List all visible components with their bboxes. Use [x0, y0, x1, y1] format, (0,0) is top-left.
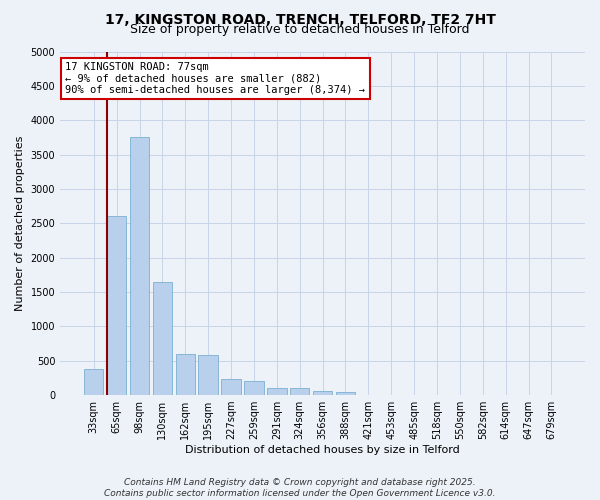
Y-axis label: Number of detached properties: Number of detached properties	[15, 136, 25, 311]
Bar	[244, 382, 263, 395]
Bar	[130, 138, 149, 395]
Bar	[176, 354, 195, 395]
Text: 17, KINGSTON ROAD, TRENCH, TELFORD, TF2 7HT: 17, KINGSTON ROAD, TRENCH, TELFORD, TF2 …	[104, 12, 496, 26]
Bar	[290, 388, 310, 395]
X-axis label: Distribution of detached houses by size in Telford: Distribution of detached houses by size …	[185, 445, 460, 455]
Bar	[152, 282, 172, 395]
Text: Size of property relative to detached houses in Telford: Size of property relative to detached ho…	[130, 22, 470, 36]
Bar	[267, 388, 287, 395]
Text: Contains HM Land Registry data © Crown copyright and database right 2025.
Contai: Contains HM Land Registry data © Crown c…	[104, 478, 496, 498]
Bar	[221, 380, 241, 395]
Text: 17 KINGSTON ROAD: 77sqm
← 9% of detached houses are smaller (882)
90% of semi-de: 17 KINGSTON ROAD: 77sqm ← 9% of detached…	[65, 62, 365, 95]
Bar	[336, 392, 355, 395]
Bar	[84, 369, 103, 395]
Bar	[199, 355, 218, 395]
Bar	[313, 392, 332, 395]
Bar	[107, 216, 127, 395]
